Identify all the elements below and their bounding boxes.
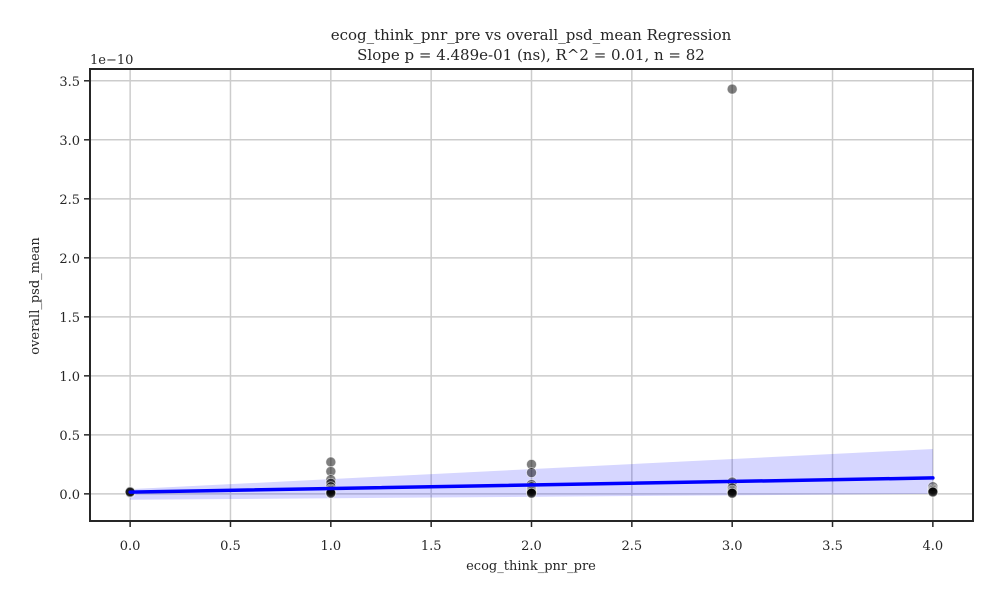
y-tick-label: 0.5 — [59, 429, 80, 444]
grid-lines — [90, 69, 973, 521]
y-tick-label: 2.0 — [59, 252, 80, 267]
y-axis-label: overall_psd_mean — [28, 237, 43, 355]
x-tick-label: 0.0 — [120, 539, 141, 554]
scatter-point — [927, 486, 939, 498]
x-tick-label: 2.0 — [521, 539, 542, 554]
y-offset-label: 1e−10 — [90, 53, 133, 68]
scatter-point — [526, 487, 537, 499]
x-tick-label: 3.0 — [722, 539, 743, 554]
x-tick-label: 1.5 — [421, 539, 442, 554]
scatter-point — [325, 456, 337, 468]
y-tick-label: 3.5 — [59, 75, 80, 90]
x-tick-label: 3.5 — [822, 539, 843, 554]
chart-subtitle: Slope p = 4.489e-01 (ns), R^2 = 0.01, n … — [357, 46, 705, 64]
y-tick-label: 1.5 — [59, 311, 80, 326]
scatter-point — [726, 487, 738, 499]
x-tick-label: 2.5 — [621, 539, 642, 554]
regression-line-layer — [128, 476, 935, 494]
y-tick-label: 1.0 — [59, 370, 80, 385]
x-axis-ticks: 0.0 0.5 1.0 1.5 2.0 2.5 3.0 3.5 4.0 — [120, 521, 943, 554]
y-axis-ticks: 0.0 0.5 1.0 1.5 2.0 2.5 3.0 3.5 — [59, 75, 90, 503]
scatter-point — [526, 467, 537, 479]
x-tick-label: 1.0 — [320, 539, 341, 554]
x-tick-label: 0.5 — [220, 539, 241, 554]
chart-title: ecog_think_pnr_pre vs overall_psd_mean R… — [331, 26, 732, 44]
scatter-point — [726, 83, 738, 95]
x-tick-label: 4.0 — [923, 539, 944, 554]
y-tick-label: 2.5 — [59, 193, 80, 208]
y-tick-label: 3.0 — [59, 134, 80, 149]
y-tick-label: 0.0 — [59, 488, 80, 503]
x-axis-label: ecog_think_pnr_pre — [466, 559, 596, 574]
regression-line — [128, 476, 935, 494]
